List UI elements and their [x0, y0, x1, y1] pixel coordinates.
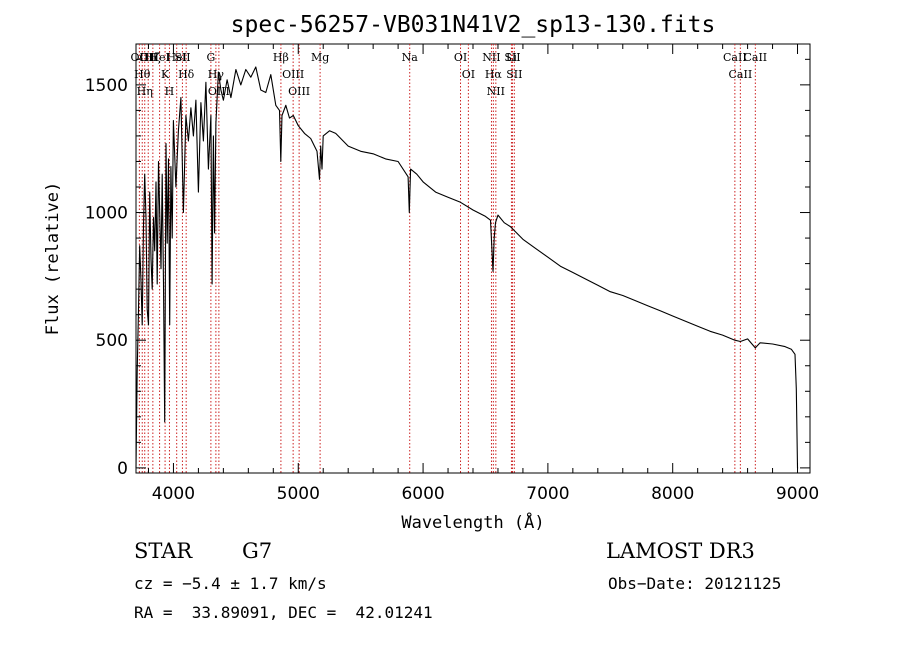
line-label-hζ: Hζ — [145, 51, 161, 64]
line-label-sii: SII — [174, 51, 190, 64]
redshift-velocity: cz = −5.4 ± 1.7 km/s — [134, 574, 327, 593]
axis-ticks: 4000 5000 6000 7000 8000 9000 0 500 1000 1500 — [85, 44, 819, 504]
line-label-oi: OI — [454, 51, 467, 64]
line-label-hγ: Hγ — [208, 68, 225, 81]
line-label-k: K — [161, 68, 170, 81]
x-tick-label: 4000 — [152, 484, 195, 504]
observation-date: Obs−Date: 20121125 — [608, 574, 782, 593]
x-tick-label: 8000 — [651, 484, 694, 504]
line-label-oiii: OIII — [282, 68, 304, 81]
line-label-caii: CaII — [723, 51, 747, 64]
y-tick-label: 1500 — [85, 76, 128, 96]
line-label-nii: NII — [487, 85, 505, 98]
x-tick-label: 7000 — [526, 484, 569, 504]
line-label-hα: Hα — [485, 68, 503, 81]
line-label-sii: SII — [504, 51, 520, 64]
line-label-sii: SII — [506, 68, 522, 81]
line-label-hθ: Hθ — [134, 68, 151, 81]
line-label-hei: HeI — [166, 51, 186, 64]
coordinates: RA = 33.89091, DEC = 42.01241 — [134, 603, 433, 622]
line-label-caii: CaII — [729, 68, 753, 81]
y-tick-label: 1000 — [85, 204, 128, 224]
line-label-hei: HeI — [149, 51, 169, 64]
line-label-oiii: OIII — [288, 85, 310, 98]
line-label-li: Li — [506, 51, 517, 64]
line-label-h: H — [165, 85, 175, 98]
spectral-line-labels: OIIHθHηOIIHζHeIKHHeISIIHδGHγOIIIHβOIIIOI… — [131, 51, 768, 98]
x-tick-label: 5000 — [277, 484, 320, 504]
flux-series-line — [135, 66, 799, 469]
line-label-g: G — [206, 51, 215, 64]
line-label-oiii: OIII — [208, 85, 230, 98]
x-axis-label: Wavelength (Å) — [401, 511, 544, 533]
line-label-hβ: Hβ — [273, 51, 289, 64]
line-label-caii: CaII — [743, 51, 767, 64]
y-tick-label: 0 — [117, 459, 128, 479]
survey-name: LAMOST DR3 — [606, 539, 755, 563]
line-label-mg: Mg — [311, 51, 329, 64]
line-label-oii: OII — [131, 51, 149, 64]
y-tick-label: 500 — [96, 331, 128, 351]
x-tick-label: 9000 — [776, 484, 819, 504]
line-label-hδ: Hδ — [178, 68, 195, 81]
line-label-na: Na — [402, 51, 419, 64]
line-label-nii: NII — [482, 51, 500, 64]
line-label-oi: OI — [462, 68, 475, 81]
plot-frame — [135, 43, 811, 474]
y-axis-label: Flux (relative) — [43, 182, 63, 336]
chart-title: spec-56257-VB031N41V2_sp13-130.fits — [231, 12, 716, 38]
line-label-oii: OII — [139, 51, 157, 64]
line-label-hη: Hη — [137, 85, 153, 98]
x-tick-label: 6000 — [401, 484, 444, 504]
object-class: STAR — [134, 539, 193, 563]
object-subclass: G7 — [242, 539, 273, 563]
spectral-line-markers — [138, 44, 756, 473]
